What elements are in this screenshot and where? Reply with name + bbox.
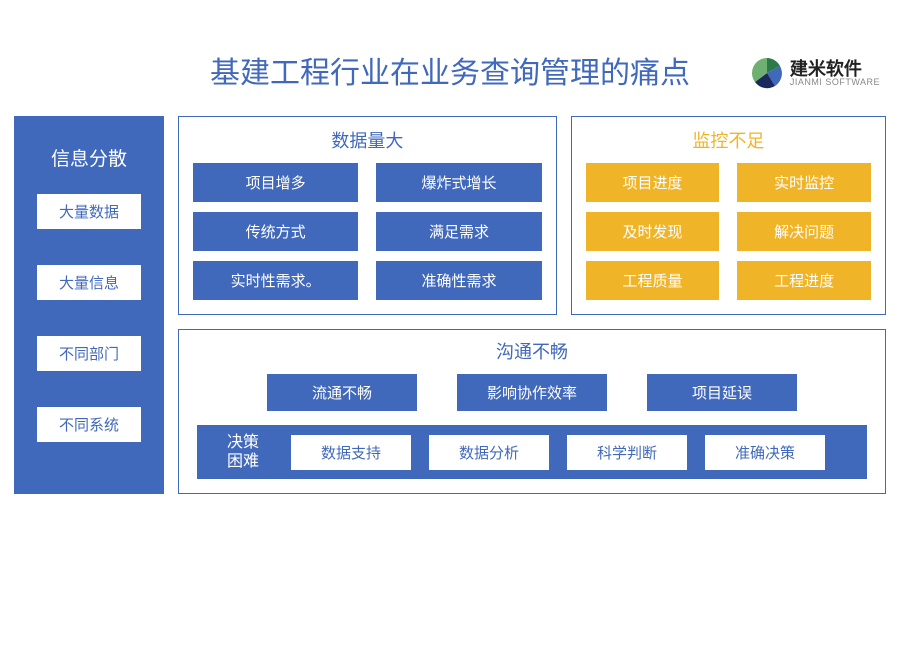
logo-cn: 建米软件 [790, 60, 880, 78]
card: 项目进度 [586, 163, 720, 202]
sidebar-item: 不同部门 [36, 335, 142, 372]
main-layout: 信息分散 大量数据 大量信息 不同部门 不同系统 数据量大 项目增多 爆炸式增长… [14, 116, 886, 494]
panel-monitor: 监控不足 项目进度 实时监控 及时发现 解决问题 工程质量 工程进度 [571, 116, 886, 315]
card: 实时监控 [737, 163, 871, 202]
card: 准确决策 [705, 435, 825, 470]
content: 数据量大 项目增多 爆炸式增长 传统方式 满足需求 实时性需求。 准确性需求 监… [178, 116, 886, 494]
card: 及时发现 [586, 212, 720, 251]
panel-title: 数据量大 [193, 127, 542, 153]
top-row: 数据量大 项目增多 爆炸式增长 传统方式 满足需求 实时性需求。 准确性需求 监… [178, 116, 886, 315]
card: 项目增多 [193, 163, 358, 202]
card: 爆炸式增长 [376, 163, 541, 202]
logo: 建米软件 JIANMI SOFTWARE [750, 56, 880, 90]
card: 工程质量 [586, 261, 720, 300]
card: 解决问题 [737, 212, 871, 251]
decision-bar: 决策 困难 数据支持 数据分析 科学判断 准确决策 [197, 425, 867, 479]
sidebar-item: 大量数据 [36, 193, 142, 230]
panel-data-volume: 数据量大 项目增多 爆炸式增长 传统方式 满足需求 实时性需求。 准确性需求 [178, 116, 557, 315]
card: 影响协作效率 [457, 374, 607, 411]
sidebar: 信息分散 大量数据 大量信息 不同部门 不同系统 [14, 116, 164, 494]
panel-title: 监控不足 [586, 127, 871, 153]
logo-en: JIANMI SOFTWARE [790, 78, 880, 87]
sidebar-title: 信息分散 [51, 144, 127, 171]
card: 流通不畅 [267, 374, 417, 411]
panel-title: 沟通不畅 [197, 338, 867, 364]
card: 数据支持 [291, 435, 411, 470]
card: 科学判断 [567, 435, 687, 470]
card: 准确性需求 [376, 261, 541, 300]
card: 数据分析 [429, 435, 549, 470]
decision-title: 决策 困难 [213, 433, 273, 471]
sidebar-item: 不同系统 [36, 406, 142, 443]
logo-icon [750, 56, 784, 90]
card: 工程进度 [737, 261, 871, 300]
card: 实时性需求。 [193, 261, 358, 300]
panel-communication: 沟通不畅 流通不畅 影响协作效率 项目延误 决策 困难 数据支持 数据分析 科学… [178, 329, 886, 494]
card: 项目延误 [647, 374, 797, 411]
sidebar-item: 大量信息 [36, 264, 142, 301]
card: 满足需求 [376, 212, 541, 251]
card: 传统方式 [193, 212, 358, 251]
